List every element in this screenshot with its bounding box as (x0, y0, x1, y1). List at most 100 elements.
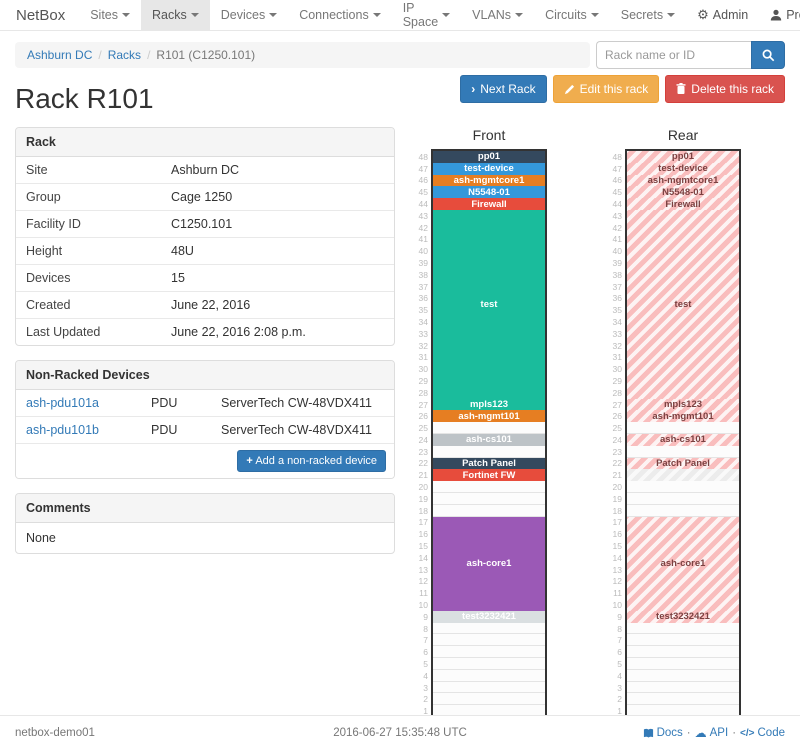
rack-device-rear[interactable]: test3232421 (627, 610, 739, 623)
unit-number: 16 (612, 529, 622, 540)
rack-device[interactable]: Patch Panel (433, 457, 545, 470)
nav-item-racks[interactable]: Racks (141, 0, 210, 30)
next-rack-button[interactable]: › Next Rack (460, 75, 547, 103)
attr-value[interactable]: 15 (171, 271, 185, 285)
rack-device[interactable]: test (433, 209, 545, 399)
nav-item-label: Racks (152, 8, 187, 22)
unit-number: 36 (612, 293, 622, 304)
nav-item-secrets[interactable]: Secrets (610, 0, 686, 30)
nav-item-connections[interactable]: Connections (288, 0, 392, 30)
unit-number: 44 (612, 199, 622, 210)
add-non-racked-device-button[interactable]: + Add a non-racked device (237, 450, 386, 472)
nav-item-admin[interactable]: ⚙ Admin (686, 0, 759, 30)
rack-device[interactable]: ash-mgmt101 (433, 410, 545, 423)
breadcrumb-separator: / (98, 48, 102, 62)
unit-number: 39 (612, 258, 622, 269)
nav-item-circuits[interactable]: Circuits (534, 0, 610, 30)
footer-link-api[interactable]: ☁ API (695, 727, 729, 739)
footer-link-docs[interactable]: Docs (643, 727, 683, 739)
next-rack-label: Next Rack (480, 82, 536, 96)
attr-label: Group (26, 190, 61, 204)
device-type: PDU (151, 423, 178, 437)
non-racked-device-row: ash-pdu101a PDU ServerTech CW-48VDX411 (16, 390, 394, 417)
edit-rack-label: Edit this rack (579, 82, 649, 96)
delete-rack-button[interactable]: Delete this rack (665, 75, 785, 103)
rack-device-rear[interactable]: test-device (627, 162, 739, 175)
unit-number: 33 (418, 328, 428, 339)
attr-value[interactable]: Cage 1250 (171, 190, 233, 204)
front-rack: pp01 test-device ash-mgmtcore1 N5548-01 Fire… (431, 149, 547, 717)
rack-device-rear[interactable]: mpls123 (627, 398, 739, 411)
unit-number: 32 (612, 340, 622, 351)
breadcrumb-item[interactable]: Ashburn DC (27, 48, 93, 62)
unit-number: 35 (612, 305, 622, 316)
rack-device-rear[interactable]: ash-mgmtcore1 (627, 174, 739, 187)
netbox-brand[interactable]: NetBox (16, 6, 66, 24)
rack-device[interactable]: test-device (433, 162, 545, 175)
unit-number: 37 (418, 281, 428, 292)
nav-item-ip-space[interactable]: IP Space (392, 0, 461, 30)
top-navbar: NetBox Sites Racks Devices Connections IP Sp… (0, 0, 800, 31)
rack-device[interactable]: Firewall (433, 198, 545, 210)
rack-device-rear[interactable]: Patch Panel (627, 457, 739, 470)
nav-item-vlans[interactable]: VLANs (461, 0, 534, 30)
device-name-link[interactable]: ash-pdu101b (26, 423, 99, 437)
footer-link-code[interactable]: </> Code (740, 727, 785, 739)
unit-number: 24 (612, 434, 622, 445)
title-row: Rack R101 › Next Rack Edit this rack Del… (0, 69, 800, 115)
attr-label: Site (26, 163, 48, 177)
rack-device-rear[interactable]: test (627, 209, 739, 399)
non-racked-title: Non-Racked Devices (16, 361, 394, 390)
rack-device[interactable]: ash-core1 (433, 516, 545, 611)
rack-device[interactable]: N5548-01 (433, 186, 545, 199)
unit-number: 48 (418, 151, 428, 162)
nav-item-profile[interactable]: Profile (759, 0, 800, 30)
unit-number: 21 (612, 470, 622, 481)
rack-device-rear[interactable]: N5548-01 (627, 186, 739, 199)
nav-item-label: Connections (299, 8, 369, 22)
chevron-down-icon (269, 13, 278, 17)
rack-device[interactable]: Fortinet FW (433, 469, 545, 482)
unit-number: 17 (612, 517, 622, 528)
attr-label: Facility ID (26, 217, 81, 231)
rack-device-rear[interactable]: pp01 (627, 151, 739, 163)
device-name-link[interactable]: ash-pdu101a (26, 396, 99, 410)
rack-device-rear[interactable]: ash-cs101 (627, 434, 739, 446)
rack-attr-row: Facility ID C1250.101 (16, 211, 394, 238)
edit-rack-button[interactable]: Edit this rack (552, 75, 660, 103)
breadcrumb-item[interactable]: Racks (107, 48, 142, 62)
unit-number: 15 (612, 541, 622, 552)
rack-device-rear[interactable]: ash-core1 (627, 516, 739, 611)
book-icon (643, 728, 654, 739)
non-racked-panel: Non-Racked Devices ash-pdu101a PDU ServerT… (15, 360, 395, 479)
rack-device[interactable]: test3232421 (433, 610, 545, 623)
unit-number: 26 (612, 411, 622, 422)
unit-number: 29 (612, 375, 622, 386)
attr-label: Height (26, 244, 63, 258)
main-content: Rack Site Ashburn DC Group Cage 1250 Facilit… (0, 115, 800, 717)
rack-device[interactable]: ash-cs101 (433, 434, 545, 446)
rack-device[interactable]: pp01 (433, 151, 545, 163)
rack-unit-slot (627, 693, 739, 706)
unit-number: 37 (612, 281, 622, 292)
rack-panel-title: Rack (16, 128, 394, 157)
rack-unit-slot (433, 658, 545, 670)
unit-number: 44 (418, 199, 428, 210)
breadcrumb: Ashburn DC / Racks / R101 (C1250.101) (15, 42, 590, 68)
unit-number: 43 (612, 210, 622, 221)
rack-device-rear[interactable]: ash-mgmt101 (627, 410, 739, 423)
chevron-down-icon (590, 13, 599, 17)
search-button[interactable] (751, 41, 785, 69)
nav-item-sites[interactable]: Sites (79, 0, 141, 30)
unit-number: 24 (418, 434, 428, 445)
rack-device[interactable]: mpls123 (433, 398, 545, 411)
rack-attributes-table: Site Ashburn DC Group Cage 1250 Facility ID C… (16, 157, 394, 345)
unit-number: 34 (612, 316, 622, 327)
unit-number: 39 (418, 258, 428, 269)
rack-device[interactable]: ash-mgmtcore1 (433, 174, 545, 187)
attr-value[interactable]: Ashburn DC (171, 163, 240, 177)
rack-search-input[interactable] (596, 41, 751, 69)
nav-item-devices[interactable]: Devices (210, 0, 288, 30)
rack-device-rear[interactable]: Firewall (627, 198, 739, 210)
front-unit-numbers: 48 47 46 45 44 43 42 41 40 39 38 37 36 35 34 33 32 31 30 29… (415, 149, 431, 716)
